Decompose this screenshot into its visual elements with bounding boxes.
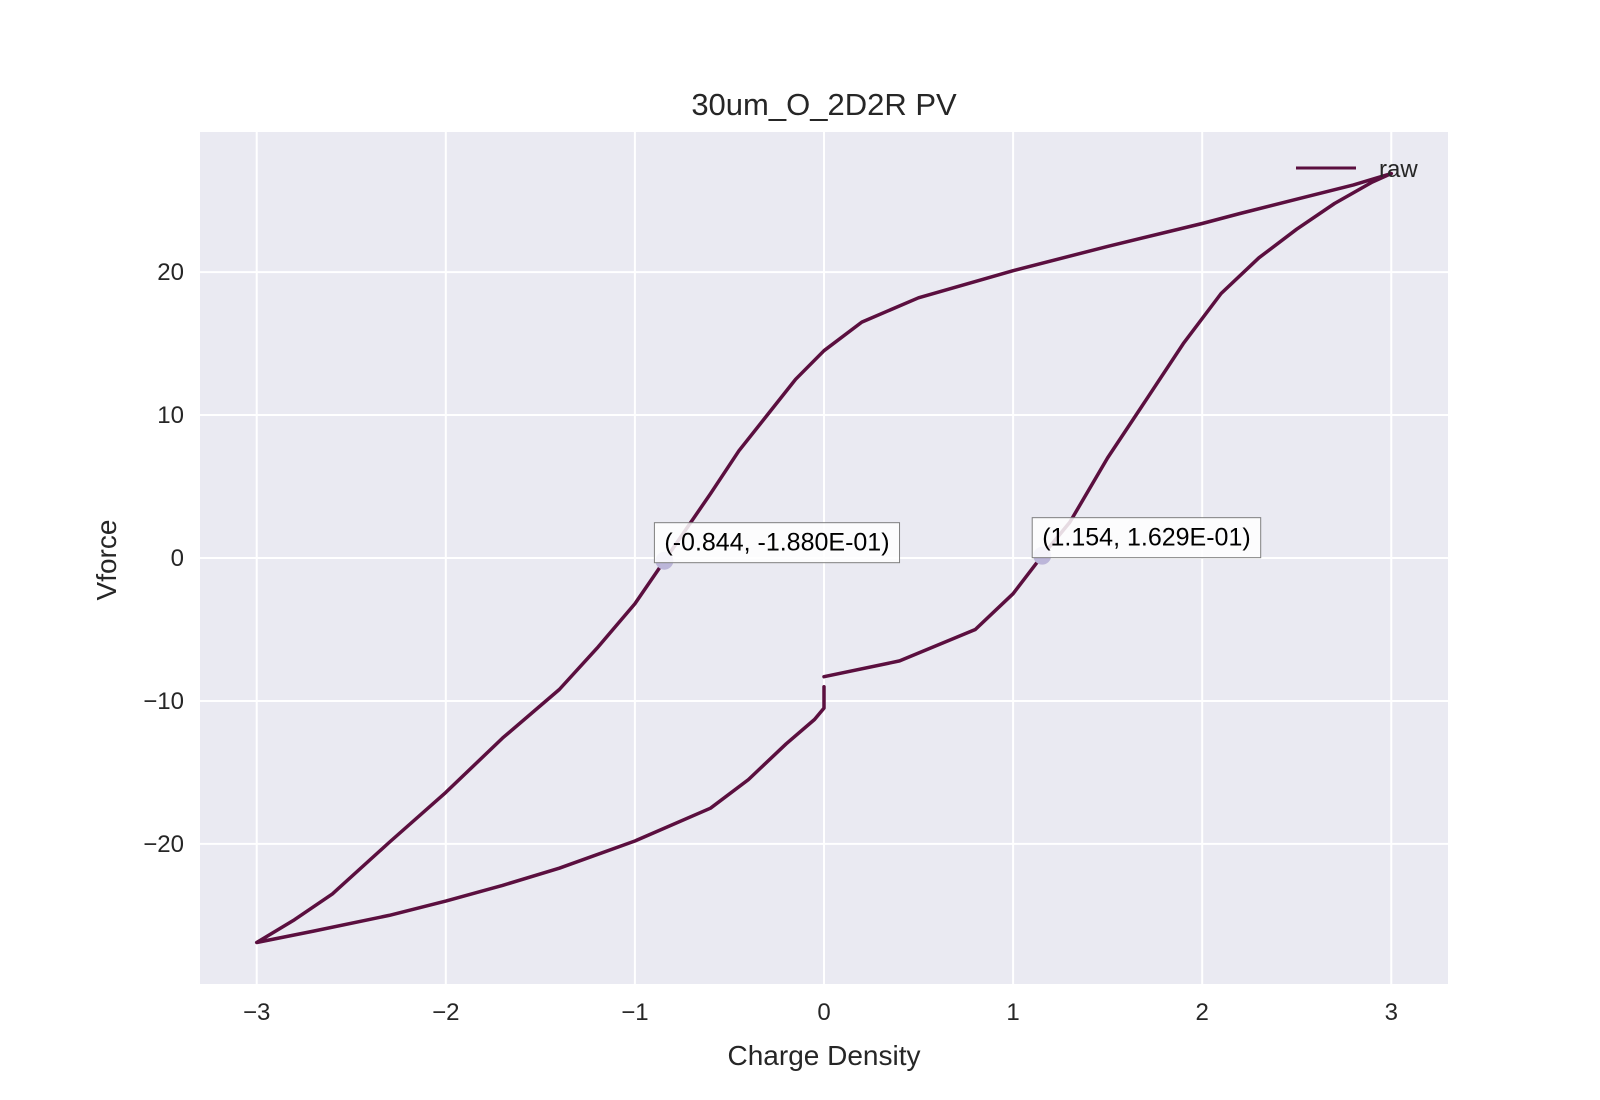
y-tick-labels: −20 −10 0 10 20 [143, 259, 184, 858]
chart-title: 30um_O_2D2R PV [691, 87, 957, 122]
y-tick-label: −20 [143, 831, 184, 858]
x-tick-label: 3 [1385, 999, 1398, 1026]
legend: raw [1296, 156, 1418, 183]
y-tick-label: −10 [143, 688, 184, 715]
x-tick-label: 2 [1196, 999, 1209, 1026]
x-tick-labels: −3 −2 −1 0 1 2 3 [243, 999, 1398, 1026]
y-tick-label: 10 [157, 402, 184, 429]
x-tick-label: −3 [243, 999, 270, 1026]
series-line-raw [254, 171, 1394, 945]
x-axis-label: Charge Density [728, 1040, 921, 1071]
annotation-layer: (-0.844, -1.880E-01) (1.154, 1.629E-01) [653, 517, 1262, 570]
legend-label-raw: raw [1379, 156, 1418, 183]
annotation-label: (1.154, 1.629E-01) [1031, 517, 1262, 559]
y-tick-label: 0 [171, 545, 184, 572]
annotation-label: (-0.844, -1.880E-01) [653, 522, 901, 564]
y-axis-label: Vforce [91, 520, 122, 601]
annotation-text: (-0.844, -1.880E-01) [664, 529, 889, 557]
y-tick-label: 20 [157, 259, 184, 286]
x-tick-label: −2 [432, 999, 459, 1026]
annotation-text: (1.154, 1.629E-01) [1042, 524, 1250, 552]
annotation-box [1031, 517, 1262, 559]
annotation-box [653, 522, 901, 564]
x-tick-label: 1 [1006, 999, 1019, 1026]
series-layer [254, 171, 1394, 945]
x-tick-label: −1 [621, 999, 648, 1026]
x-tick-label: 0 [817, 999, 830, 1026]
